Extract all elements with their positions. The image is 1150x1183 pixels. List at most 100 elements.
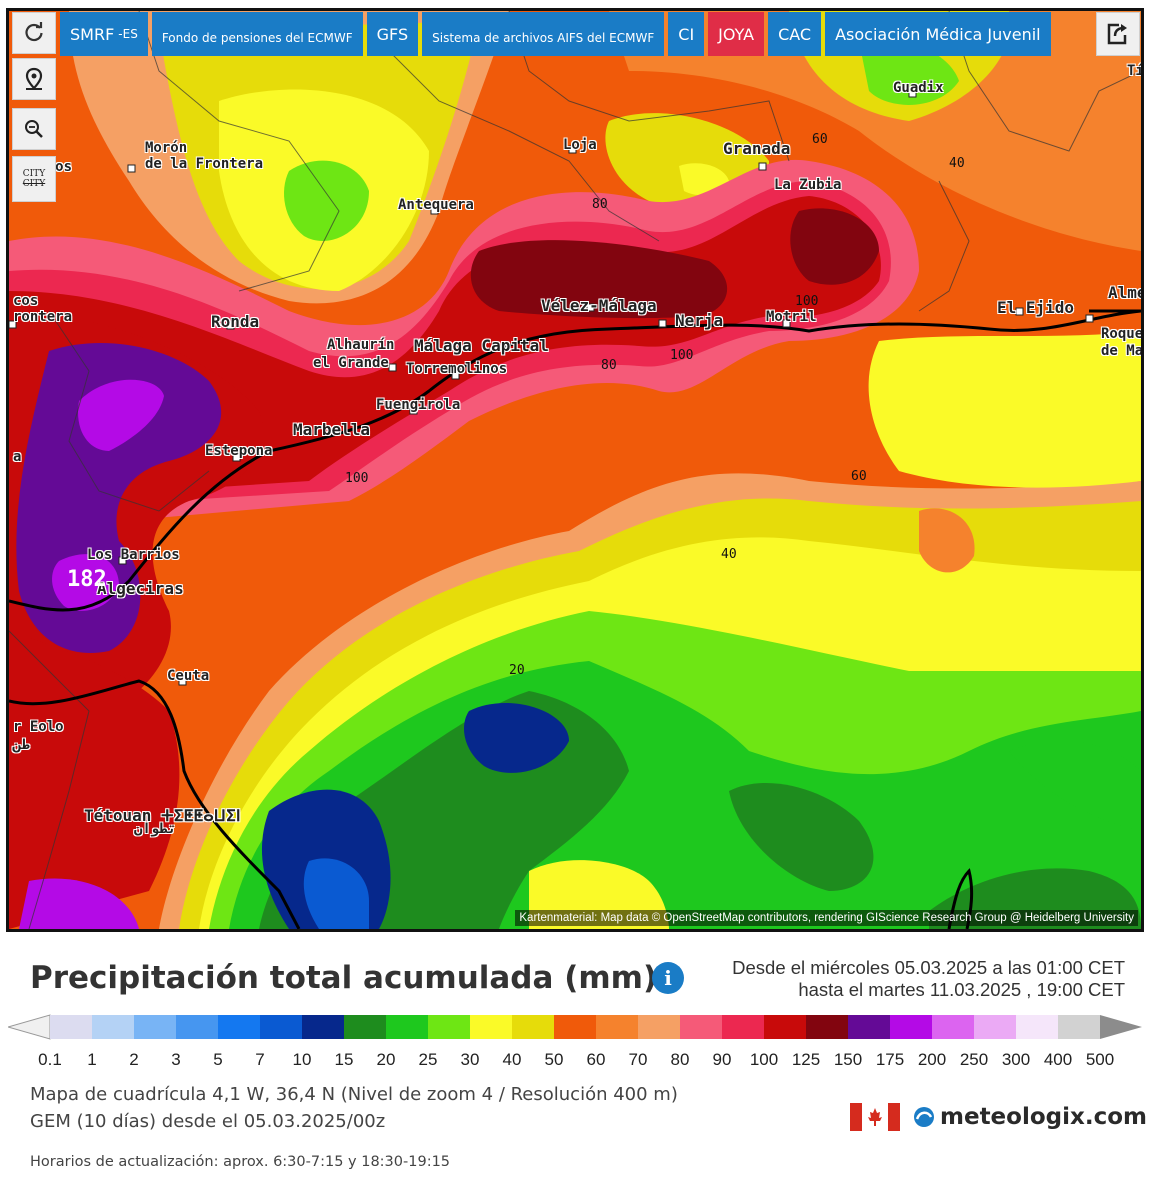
brand-logo[interactable]: meteologix.com: [850, 1101, 1147, 1133]
contour-label: 100: [670, 348, 694, 363]
legend-label: 3: [171, 1050, 181, 1069]
contour-label: 20: [509, 663, 525, 678]
contour-label: 60: [812, 132, 828, 147]
legend-color-segment: [50, 1015, 92, 1039]
legend-label: 20: [376, 1050, 396, 1069]
location-button[interactable]: [12, 58, 56, 100]
legend-label: 10: [292, 1050, 312, 1069]
precipitation-map-canvas[interactable]: [9, 11, 1141, 929]
tab-ci[interactable]: CI: [668, 12, 705, 56]
tab-gfs[interactable]: GFS: [366, 12, 419, 56]
legend-label: 250: [959, 1050, 989, 1069]
legend-label: 15: [334, 1050, 354, 1069]
tab-cac[interactable]: CAC: [768, 12, 822, 56]
zoom-button[interactable]: [12, 108, 56, 150]
place-label: تطوان: [134, 821, 177, 837]
legend-label: 50: [544, 1050, 564, 1069]
legend-label: 0.1: [38, 1050, 62, 1069]
model-info: GEM (10 días) desde el 05.03.2025/00z: [30, 1111, 386, 1132]
legend-color-segment: [974, 1015, 1016, 1039]
place-label: de Ma: [1101, 343, 1144, 359]
city-labels-toggle[interactable]: CITY CITY: [12, 156, 56, 202]
legend-color-segment: [512, 1015, 554, 1039]
place-label: Loja: [563, 137, 597, 153]
grid-info: Mapa de cuadrícula 4,1 W, 36,4 N (Nivel …: [30, 1084, 678, 1105]
place-label: Torremolinos: [406, 361, 508, 377]
tab-ecmwf-aifs-label: Sistema de archivos AIFS del ECMWF: [432, 31, 655, 45]
legend-max-arrow: [1100, 1015, 1142, 1039]
legend-label: 125: [791, 1050, 821, 1069]
legend-label: 70: [628, 1050, 648, 1069]
legend-label: 2: [129, 1050, 139, 1069]
place-label: Fuengirola: [376, 397, 461, 413]
legend-label: 500: [1085, 1050, 1115, 1069]
place-label: Estepona: [205, 443, 273, 459]
contour-label: 40: [949, 156, 965, 171]
place-label: Ronda: [211, 312, 260, 331]
place-label: Guadix: [893, 80, 944, 96]
place-label: Ceuta: [167, 668, 210, 684]
place-label: rontera: [13, 309, 73, 325]
legend-label: 300: [1001, 1050, 1031, 1069]
share-button[interactable]: [1096, 12, 1140, 56]
update-info: Horarios de actualización: aprox. 6:30-7…: [30, 1154, 451, 1170]
canada-flag-icon: [850, 1103, 900, 1131]
legend-color-segment: [176, 1015, 218, 1039]
tab-ecmwf-ens[interactable]: Fondo de pensiones del ECMWF: [151, 12, 363, 56]
location-pin-icon: [25, 67, 43, 90]
tab-gfs-label: GFS: [376, 24, 409, 44]
legend-label: 7: [255, 1050, 265, 1069]
legend-label: 80: [670, 1050, 690, 1069]
legend-label: 25: [418, 1050, 438, 1069]
contour-label: 80: [601, 358, 617, 373]
range-from: Desde el miércoles 05.03.2025 a las 01:0…: [732, 957, 1125, 978]
legend-label: 60: [586, 1050, 606, 1069]
legend-label: 400: [1043, 1050, 1073, 1069]
legend-color-segment: [1016, 1015, 1058, 1039]
place-label: El Ejido: [997, 298, 1075, 317]
tab-asociacion-label: Asociación Médica Juvenil: [835, 24, 1041, 44]
tab-smrf[interactable]: SMRF -ES: [60, 12, 148, 56]
legend-color-segment: [932, 1015, 974, 1039]
place-label: Tétouan ⵜⵉⵟⵟⴰⵡⵉⵏ: [84, 806, 241, 825]
tab-ecmwf-ens-label: Fondo de pensiones del ECMWF: [161, 31, 353, 45]
legend-label: 30: [460, 1050, 480, 1069]
legend-color-segment: [848, 1015, 890, 1039]
refresh-button[interactable]: [12, 12, 56, 54]
tab-smrf-label: SMRF: [70, 24, 115, 44]
place-label: Motril: [766, 309, 817, 325]
place-label: Tíj: [1127, 63, 1144, 79]
contour-label: 40: [721, 547, 737, 562]
place-label: de la Frontera: [145, 156, 264, 172]
tab-joya-label: JOYA: [718, 24, 755, 44]
place-label: Marbella: [293, 420, 371, 439]
legend-label: 100: [749, 1050, 779, 1069]
legend-color-segment: [428, 1015, 470, 1039]
city-toggle-label-bottom: CITY: [22, 179, 46, 189]
place-label: r Eolo: [13, 719, 64, 735]
place-label: Antequera: [398, 197, 474, 213]
precipitation-map[interactable]: Morón de la Frontera Loja Granada La Zubia Gu…: [6, 8, 1144, 932]
legend-color-segment: [470, 1015, 512, 1039]
model-tabs: SMRF -ES Fondo de pensiones del ECMWF GFS…: [60, 12, 1051, 56]
tab-ci-label: CI: [678, 24, 695, 44]
tab-joya[interactable]: JOYA: [708, 12, 765, 56]
place-label: Roque: [1101, 326, 1144, 342]
brand-name: meteologix.com: [940, 1104, 1147, 1130]
place-label: La Zubia: [774, 177, 842, 193]
legend-label: 1: [87, 1050, 97, 1069]
share-icon: [1107, 23, 1127, 45]
place-label: Vélez-Málaga: [541, 296, 657, 315]
info-icon[interactable]: i: [652, 962, 684, 994]
meteologix-logo-icon: [914, 1107, 934, 1127]
legend-color-segment: [92, 1015, 134, 1039]
tab-asociacion[interactable]: Asociación Médica Juvenil: [825, 12, 1051, 56]
legend-color-segment: [218, 1015, 260, 1039]
tab-ecmwf-aifs[interactable]: Sistema de archivos AIFS del ECMWF: [422, 12, 665, 56]
tab-cac-label: CAC: [778, 24, 812, 44]
legend-color-segment: [890, 1015, 932, 1039]
city-toggle-label-top: CITY: [22, 169, 46, 179]
zoom-icon: [25, 120, 43, 138]
place-label: Alme: [1108, 283, 1144, 302]
legend-color-segment: [806, 1015, 848, 1039]
